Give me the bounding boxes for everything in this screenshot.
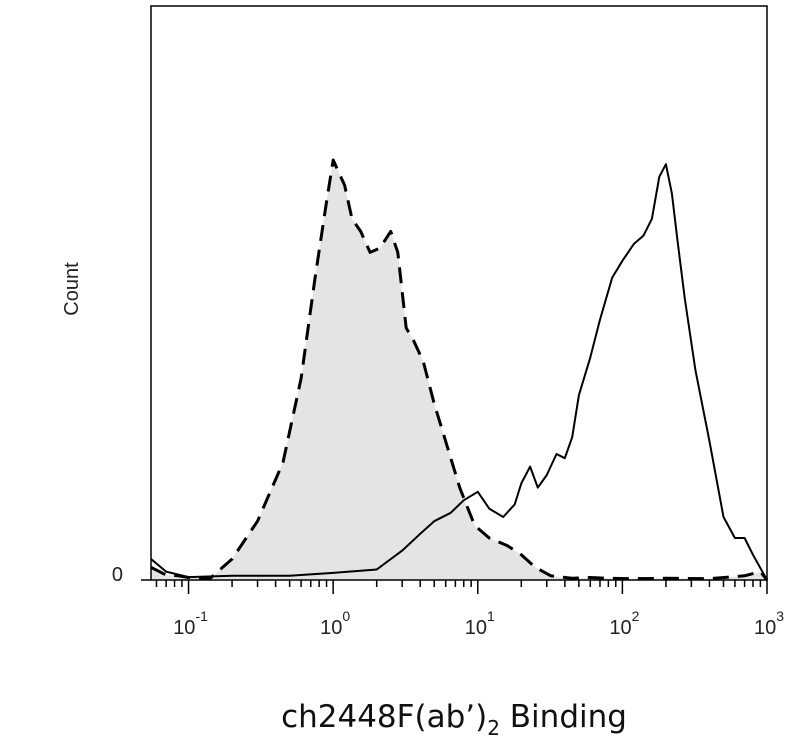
x-axis-label-suffix: Binding xyxy=(500,699,627,735)
x-tick-label: 102 xyxy=(609,608,639,639)
series-layer xyxy=(150,158,769,581)
x-tick-label: 100 xyxy=(320,608,350,639)
series-1-fill xyxy=(151,160,767,580)
x-tick-label: 10-1 xyxy=(173,608,208,639)
x-axis-label-main: ch2448F(ab’) xyxy=(281,699,487,735)
axis-layer: 10-1 100 101 102 103 0 xyxy=(112,564,784,639)
x-tick-label: 103 xyxy=(754,608,784,639)
y-axis-label: Count xyxy=(61,262,83,316)
y-tick-label: 0 xyxy=(112,564,123,586)
series-2-line xyxy=(150,163,768,581)
plot-frame xyxy=(150,5,768,581)
x-axis-label: ch2448F(ab’)2 Binding xyxy=(281,699,627,740)
x-axis-label-subscript: 2 xyxy=(487,716,500,740)
x-tick-label: 101 xyxy=(465,608,495,639)
series-1-line xyxy=(150,158,769,581)
